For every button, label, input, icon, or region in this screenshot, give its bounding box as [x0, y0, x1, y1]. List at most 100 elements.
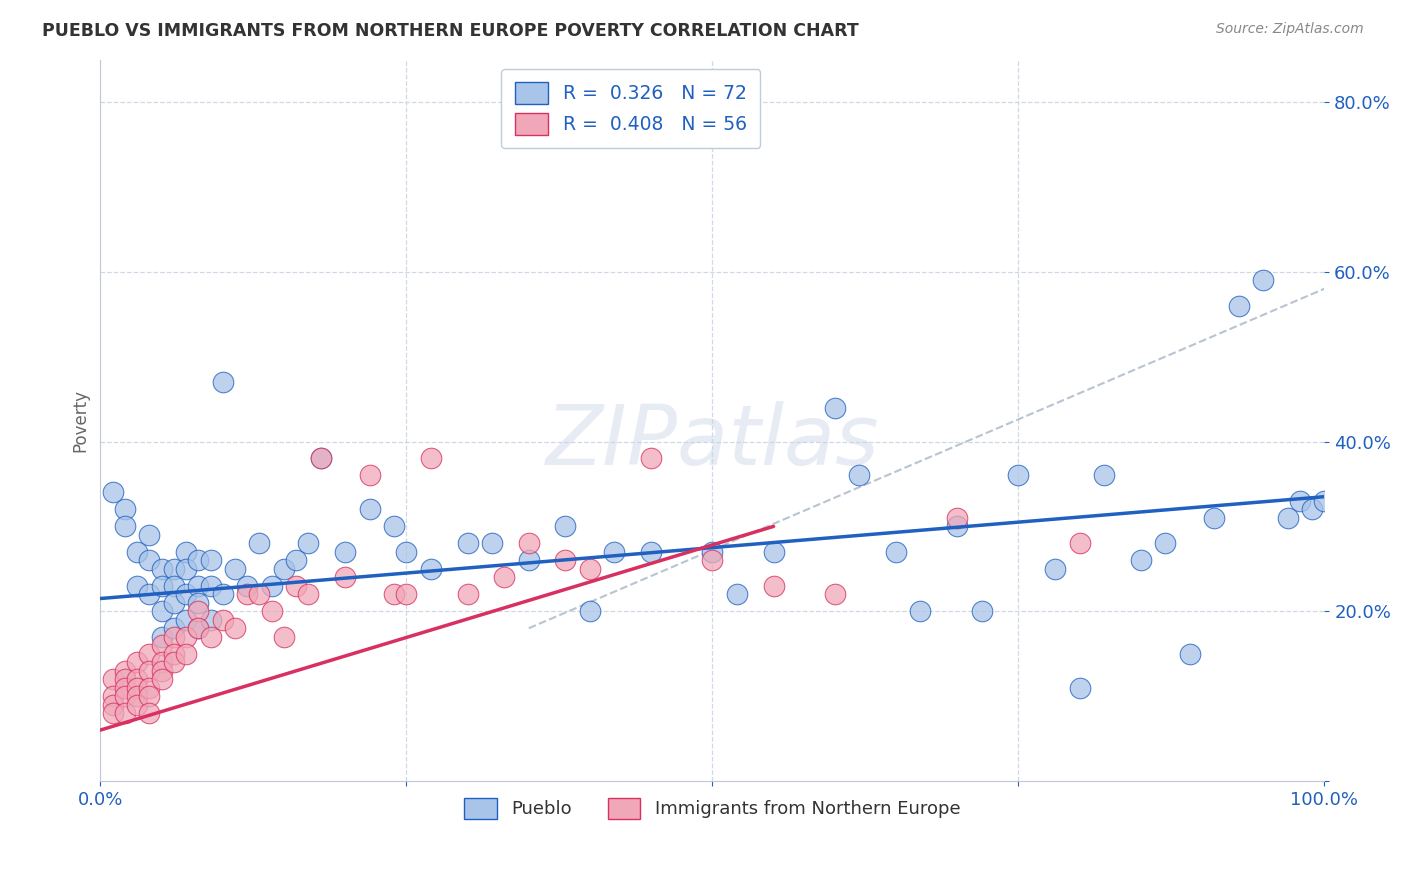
- Point: [101, 672, 124, 686]
- Point: [457, 536, 479, 550]
- Point: [1069, 681, 1091, 695]
- Point: [1007, 468, 1029, 483]
- Point: [260, 579, 283, 593]
- Point: [359, 468, 381, 483]
- Point: [946, 511, 969, 525]
- Point: [187, 596, 209, 610]
- Point: [1301, 502, 1323, 516]
- Point: [457, 587, 479, 601]
- Point: [249, 536, 271, 550]
- Legend: Pueblo, Immigrants from Northern Europe: Pueblo, Immigrants from Northern Europe: [457, 791, 967, 826]
- Point: [762, 579, 785, 593]
- Point: [174, 613, 197, 627]
- Point: [163, 596, 186, 610]
- Point: [970, 604, 993, 618]
- Point: [150, 604, 173, 618]
- Point: [481, 536, 503, 550]
- Point: [174, 647, 197, 661]
- Point: [1227, 299, 1250, 313]
- Point: [1313, 494, 1336, 508]
- Point: [163, 579, 186, 593]
- Point: [554, 519, 576, 533]
- Point: [125, 672, 148, 686]
- Point: [224, 621, 246, 635]
- Point: [236, 579, 259, 593]
- Point: [297, 587, 319, 601]
- Point: [1043, 562, 1066, 576]
- Point: [211, 587, 233, 601]
- Point: [273, 630, 295, 644]
- Point: [114, 664, 136, 678]
- Point: [1289, 494, 1312, 508]
- Point: [1154, 536, 1177, 550]
- Point: [419, 451, 441, 466]
- Point: [1277, 511, 1299, 525]
- Point: [187, 553, 209, 567]
- Point: [125, 579, 148, 593]
- Point: [200, 613, 222, 627]
- Point: [163, 655, 186, 669]
- Point: [285, 553, 308, 567]
- Point: [138, 647, 160, 661]
- Text: Source: ZipAtlas.com: Source: ZipAtlas.com: [1216, 22, 1364, 37]
- Point: [101, 698, 124, 712]
- Point: [174, 587, 197, 601]
- Point: [211, 613, 233, 627]
- Text: ZIPatlas: ZIPatlas: [546, 401, 879, 483]
- Point: [1129, 553, 1152, 567]
- Point: [579, 562, 602, 576]
- Point: [824, 401, 846, 415]
- Point: [101, 689, 124, 703]
- Point: [1204, 511, 1226, 525]
- Point: [125, 698, 148, 712]
- Point: [382, 519, 405, 533]
- Point: [187, 579, 209, 593]
- Point: [824, 587, 846, 601]
- Point: [249, 587, 271, 601]
- Point: [333, 545, 356, 559]
- Point: [125, 681, 148, 695]
- Point: [273, 562, 295, 576]
- Point: [603, 545, 626, 559]
- Point: [150, 655, 173, 669]
- Point: [1251, 273, 1274, 287]
- Point: [702, 545, 724, 559]
- Point: [200, 630, 222, 644]
- Point: [138, 553, 160, 567]
- Point: [260, 604, 283, 618]
- Point: [174, 562, 197, 576]
- Point: [579, 604, 602, 618]
- Point: [297, 536, 319, 550]
- Point: [211, 375, 233, 389]
- Point: [200, 579, 222, 593]
- Point: [138, 587, 160, 601]
- Point: [150, 664, 173, 678]
- Point: [309, 451, 332, 466]
- Point: [382, 587, 405, 601]
- Point: [309, 451, 332, 466]
- Point: [114, 681, 136, 695]
- Y-axis label: Poverty: Poverty: [72, 389, 89, 451]
- Point: [114, 689, 136, 703]
- Point: [725, 587, 748, 601]
- Point: [150, 630, 173, 644]
- Point: [395, 587, 418, 601]
- Point: [138, 664, 160, 678]
- Point: [150, 579, 173, 593]
- Point: [101, 706, 124, 720]
- Point: [848, 468, 870, 483]
- Point: [101, 485, 124, 500]
- Point: [554, 553, 576, 567]
- Text: PUEBLO VS IMMIGRANTS FROM NORTHERN EUROPE POVERTY CORRELATION CHART: PUEBLO VS IMMIGRANTS FROM NORTHERN EUROP…: [42, 22, 859, 40]
- Point: [1092, 468, 1115, 483]
- Point: [163, 621, 186, 635]
- Point: [517, 536, 540, 550]
- Point: [884, 545, 907, 559]
- Point: [150, 672, 173, 686]
- Point: [333, 570, 356, 584]
- Point: [640, 451, 662, 466]
- Point: [1069, 536, 1091, 550]
- Point: [762, 545, 785, 559]
- Point: [138, 689, 160, 703]
- Point: [163, 562, 186, 576]
